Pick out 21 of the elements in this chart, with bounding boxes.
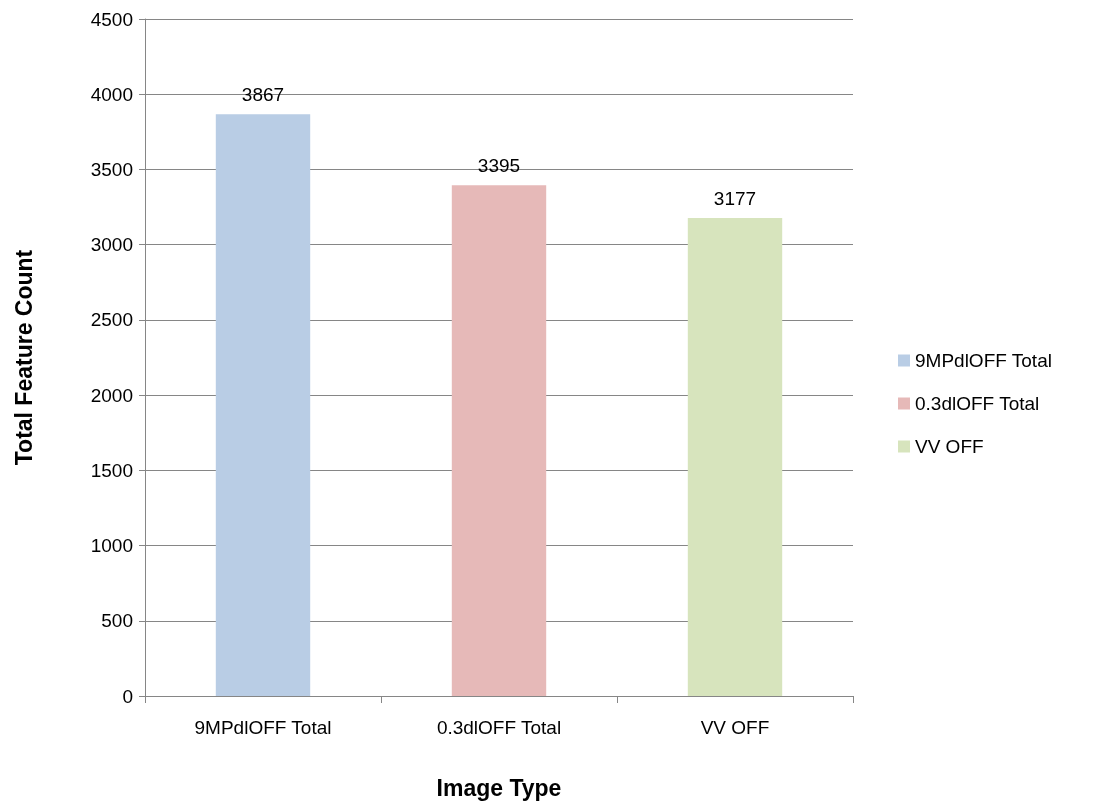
data-label: 3395: [477, 155, 521, 177]
x-tick-label: 0.3dlOFF Total: [436, 717, 562, 738]
data-label: 3177: [713, 188, 757, 210]
legend-label: VV OFF: [915, 436, 984, 457]
legend-label: 0.3dlOFF Total: [915, 393, 1040, 414]
y-tick-label: 2500: [90, 309, 133, 331]
y-tick-label: 3500: [90, 158, 133, 180]
y-axis-title: Total Feature Count: [10, 249, 37, 466]
y-tick-label: 3000: [90, 234, 133, 256]
x-tick-label: VV OFF: [700, 717, 770, 738]
y-tick-label: 4500: [90, 8, 133, 30]
data-label: 3867: [241, 84, 285, 106]
y-tick-label: 0: [122, 685, 133, 707]
x-axis-title: Image Type: [436, 774, 562, 801]
y-tick-label: 2000: [90, 384, 133, 406]
y-tick-label: 500: [101, 610, 133, 632]
x-tick-label: 9MPdlOFF Total: [194, 717, 332, 738]
legend-label: 9MPdlOFF Total: [915, 350, 1052, 371]
y-tick-label: 4000: [90, 83, 133, 105]
y-tick-label: 1000: [90, 535, 133, 557]
y-tick-label: 1500: [90, 459, 133, 481]
